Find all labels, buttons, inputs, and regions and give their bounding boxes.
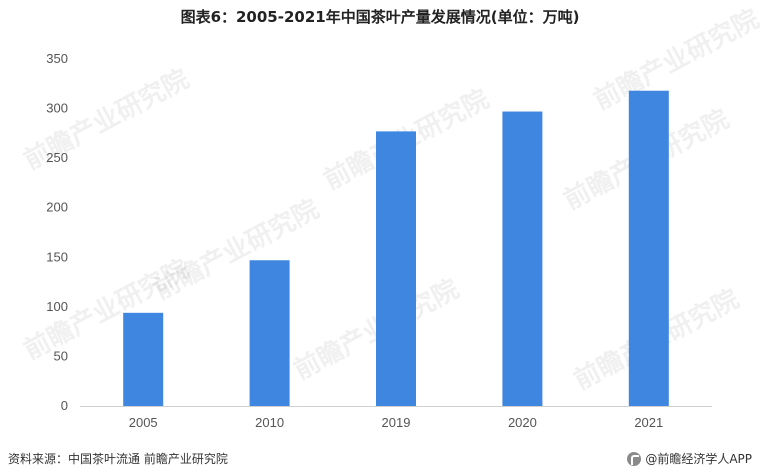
watermark-text: 前瞻产业研究院 bbox=[19, 63, 194, 176]
watermark-text: 前瞻产业研究院 bbox=[149, 193, 324, 306]
y-axis: 0 50 100 150 200 250 300 350 bbox=[46, 51, 68, 413]
x-tick-label: 2021 bbox=[634, 415, 663, 430]
y-tick-label: 100 bbox=[46, 299, 68, 314]
bar bbox=[249, 260, 290, 406]
y-tick-label: 50 bbox=[54, 348, 68, 363]
y-tick-label: 150 bbox=[46, 249, 68, 264]
brand-text: @前瞻经济学人APP bbox=[645, 452, 752, 466]
x-tick-label: 2010 bbox=[255, 415, 284, 430]
brand-credit: @前瞻经济学人APP bbox=[627, 450, 752, 467]
footer: 资料来源：中国茶叶流通 前瞻产业研究院 @前瞻经济学人APP bbox=[8, 446, 752, 468]
x-tick-label: 2005 bbox=[129, 415, 158, 430]
watermark-text: 前瞻产业研究院 bbox=[589, 3, 760, 116]
x-tick-label: 2019 bbox=[382, 415, 411, 430]
bar bbox=[123, 312, 164, 406]
bar bbox=[502, 111, 543, 406]
chart-title: 图表6：2005-2021年中国茶叶产量发展情况(单位：万吨) bbox=[180, 8, 580, 26]
y-tick-label: 200 bbox=[46, 200, 68, 215]
y-tick-label: 250 bbox=[46, 150, 68, 165]
bar bbox=[376, 131, 416, 407]
bar-chart: 前瞻产业研究院前瞻产业研究院前瞻产业研究院前瞻产业研究院前瞻产业研究院前瞻产业研… bbox=[19, 3, 760, 430]
brand-logo-icon bbox=[627, 451, 642, 466]
y-tick-label: 350 bbox=[46, 51, 68, 66]
x-tick-label: 2020 bbox=[508, 415, 537, 430]
source-note: 资料来源：中国茶叶流通 前瞻产业研究院 bbox=[8, 452, 228, 466]
bar bbox=[628, 90, 669, 407]
y-tick-label: 0 bbox=[61, 398, 68, 413]
x-axis: 2005 2010 2019 2020 2021 bbox=[129, 415, 664, 430]
y-tick-label: 300 bbox=[46, 101, 68, 116]
bars bbox=[123, 90, 669, 407]
